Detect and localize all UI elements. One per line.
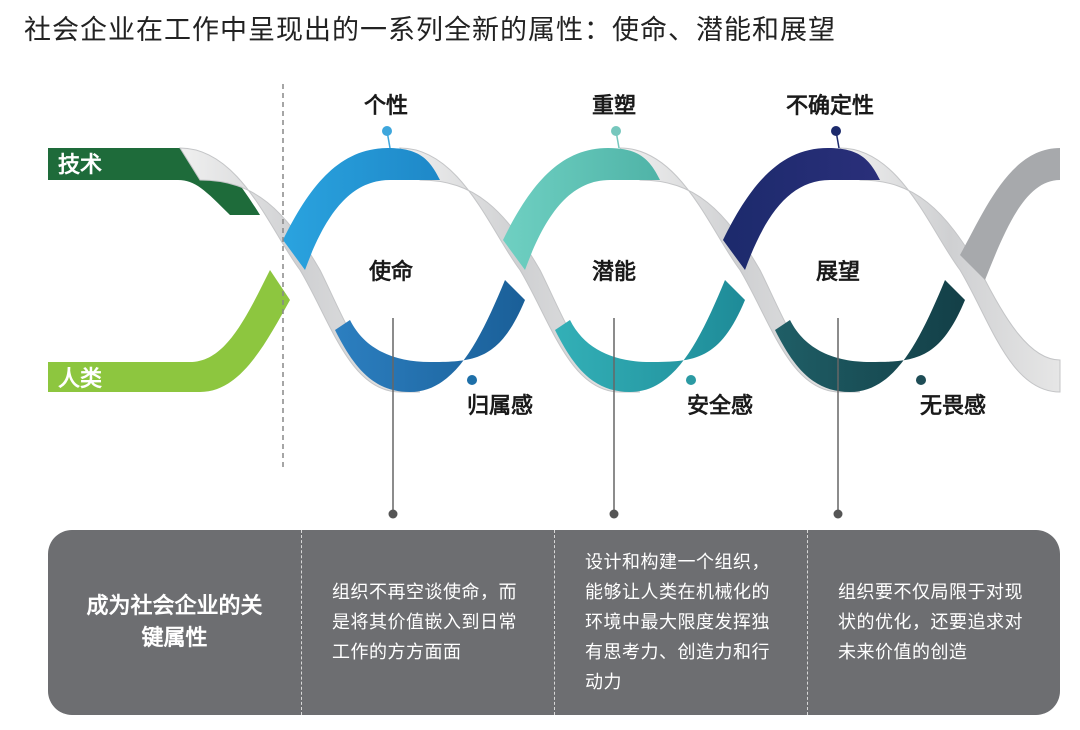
helix-diagram: 技术 人类 个性 重塑 不确定性 归属感 安全感 无畏感 使命 潜能 展望 [48,84,1061,519]
connector-dot-2 [609,509,619,519]
panel-cell-potential: 设计和构建一个组织，能够让人类在机械化的环境中最大限度发挥独有思考力、创造力和行… [554,530,807,715]
human-band [48,270,290,392]
grey-ribbon-4 [839,147,1061,393]
center-label-mission: 使命 [368,259,414,285]
connector-dot-3 [833,509,843,519]
node-dot-bottom-3 [916,375,926,385]
node-label-bottom-1: 归属感 [467,393,533,419]
node-label-top-1: 个性 [364,94,408,119]
human-label: 人类 [58,367,103,392]
arc-darkteal-bottom [775,280,965,392]
node-dot-bottom-1 [467,375,477,385]
arc-blue-top [283,148,440,270]
node-label-top-2: 重塑 [592,94,636,119]
node-dot-bottom-2 [686,375,696,385]
attributes-panel: 成为社会企业的关键属性 组织不再空谈使命，而是将其价值嵌入到日常工作的方方面面 … [48,530,1060,715]
grey-ribbon-end [960,148,1060,280]
node-label-top-3: 不确定性 [786,93,874,119]
connector-dot-1 [388,509,398,519]
arc-teal-bottom [555,280,745,392]
panel-cell-mission: 组织不再空谈使命，而是将其价值嵌入到日常工作的方方面面 [301,530,554,715]
arc-navy-top [723,148,880,270]
grey-ribbon-2 [399,147,641,393]
grey-ribbon-1 [179,147,421,393]
grey-ribbon-3 [619,147,861,393]
arc-teal-top [503,148,660,270]
arc-blue-bottom [335,280,525,392]
center-label-outlook: 展望 [816,260,860,285]
panel-cell-outlook: 组织要不仅局限于对现状的优化，还要追求对未来价值的创造 [807,530,1060,715]
panel-heading: 成为社会企业的关键属性 [86,593,263,651]
node-stem-top-3 [835,130,840,149]
page-title: 社会企业在工作中呈现出的一系列全新的属性：使命、潜能和展望 [24,15,836,46]
node-stem-top-2 [615,130,620,149]
tech-label: 技术 [58,153,102,178]
center-label-potential: 潜能 [592,259,636,285]
node-label-bottom-3: 无畏感 [920,393,986,419]
node-stem-top-1 [386,130,391,149]
node-label-bottom-2: 安全感 [687,393,753,419]
